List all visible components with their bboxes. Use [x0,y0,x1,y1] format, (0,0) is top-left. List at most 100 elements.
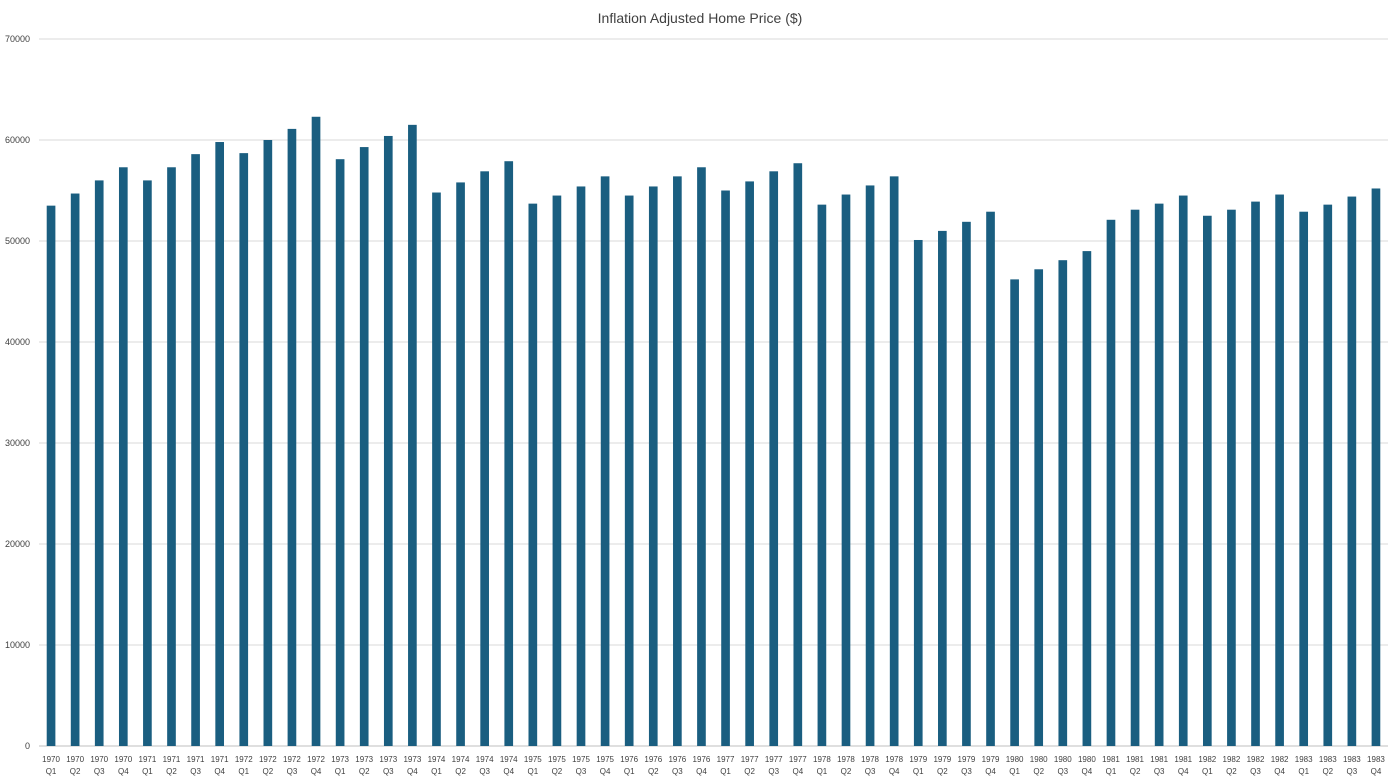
x-tick-label-quarter: Q4 [1082,767,1093,776]
x-tick-label-year: 1979 [958,755,976,764]
x-tick-label-quarter: Q4 [311,767,322,776]
y-axis-tick-labels: 0 10000 20000 30000 40000 50000 60000 70000 [5,34,30,751]
x-tick-label-year: 1982 [1271,755,1289,764]
bar [552,195,562,747]
x-tick-label-quarter: Q4 [407,767,418,776]
bar [1106,219,1116,747]
bar [1251,201,1260,747]
x-tick-label-quarter: Q4 [1178,767,1189,776]
x-tick-label-quarter: Q2 [263,767,274,776]
y-tick-label: 50000 [5,236,30,246]
x-tick-label-quarter: Q4 [1371,767,1382,776]
bar [504,161,514,746]
bar [938,230,947,746]
bar [94,180,104,746]
bar [697,167,706,746]
x-tick-label-quarter: Q4 [792,767,803,776]
x-tick-label-quarter: Q3 [190,767,201,776]
bar [865,185,875,746]
x-tick-label-quarter: Q4 [1274,767,1285,776]
bar [913,239,923,747]
x-tick-label-quarter: Q1 [1298,767,1309,776]
x-tick-label-quarter: Q4 [889,767,900,776]
bar [311,116,321,746]
x-tick-label-year: 1979 [933,755,951,764]
bar [383,135,393,746]
x-tick-label-year: 1982 [1247,755,1265,764]
x-tick-label-year: 1983 [1319,755,1337,764]
x-tick-label-quarter: Q1 [335,767,346,776]
x-tick-label-quarter: Q1 [1202,767,1213,776]
x-tick-label-quarter: Q2 [1130,767,1141,776]
x-tick-label-year: 1973 [379,755,397,764]
bar [889,176,899,747]
x-tick-label-year: 1970 [90,755,108,764]
y-tick-label: 10000 [5,640,30,650]
x-tick-label-quarter: Q3 [865,767,876,776]
x-tick-label-year: 1972 [283,755,301,764]
x-tick-label-quarter: Q1 [720,767,731,776]
y-tick-label: 40000 [5,337,30,347]
y-tick-label: 20000 [5,539,30,549]
bar [600,176,610,747]
x-tick-label-quarter: Q3 [287,767,298,776]
x-tick-label-quarter: Q2 [1033,767,1044,776]
x-tick-label-quarter: Q2 [166,767,177,776]
x-tick-label-quarter: Q2 [552,767,563,776]
x-tick-label-year: 1978 [861,755,879,764]
x-tick-label-year: 1970 [66,755,84,764]
x-tick-label-year: 1975 [596,755,614,764]
x-tick-label-quarter: Q2 [937,767,948,776]
x-tick-label-year: 1982 [1198,755,1216,764]
x-tick-label-year: 1971 [211,755,229,764]
x-tick-label-year: 1977 [741,755,759,764]
bar [1227,209,1236,746]
x-tick-label-year: 1980 [1030,755,1048,764]
x-tick-label-year: 1978 [885,755,903,764]
x-tick-label-quarter: Q3 [479,767,490,776]
bar [769,171,779,746]
bar [1323,204,1333,746]
x-tick-label-year: 1977 [717,755,735,764]
bar [408,124,417,747]
bar [143,180,152,746]
x-tick-label-quarter: Q1 [527,767,538,776]
x-tick-label-year: 1975 [572,755,590,764]
x-tick-label-quarter: Q4 [503,767,514,776]
bar [118,167,128,746]
x-tick-label-quarter: Q2 [1226,767,1237,776]
x-tick-label-year: 1970 [42,755,60,764]
x-tick-label-year: 1981 [1150,755,1168,764]
bar [167,167,176,746]
x-tick-label-quarter: Q4 [214,767,225,776]
x-tick-label-quarter: Q2 [1322,767,1333,776]
x-tick-label-year: 1974 [500,755,518,764]
x-tick-label-quarter: Q3 [576,767,587,776]
x-tick-label-quarter: Q2 [455,767,466,776]
x-tick-label-year: 1980 [1006,755,1024,764]
x-tick-label-year: 1980 [1078,755,1096,764]
x-tick-label-year: 1983 [1343,755,1361,764]
x-tick-label-year: 1978 [837,755,855,764]
bar [1299,211,1309,746]
y-tick-label: 70000 [5,34,30,44]
bar [624,195,634,747]
x-tick-label-quarter: Q3 [383,767,394,776]
bar [46,205,56,746]
x-tick-label-quarter: Q2 [744,767,755,776]
x-tick-label-year: 1974 [452,755,470,764]
bar [480,171,489,746]
x-tick-label-year: 1976 [644,755,662,764]
x-tick-label-year: 1976 [668,755,686,764]
x-tick-label-quarter: Q1 [913,767,924,776]
bar [721,190,730,746]
bar [215,142,225,746]
bar [1371,188,1381,747]
bar [1034,269,1044,746]
x-tick-label-quarter: Q3 [961,767,972,776]
x-tick-label-year: 1970 [114,755,132,764]
x-tick-label-quarter: Q1 [1009,767,1020,776]
x-tick-label-quarter: Q3 [1057,767,1068,776]
x-tick-label-quarter: Q1 [624,767,635,776]
